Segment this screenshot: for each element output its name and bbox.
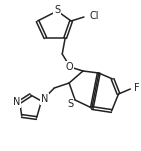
Text: F: F bbox=[134, 83, 140, 93]
Text: Cl: Cl bbox=[90, 11, 99, 21]
Text: S: S bbox=[54, 5, 60, 15]
Text: S: S bbox=[67, 99, 73, 109]
Text: O: O bbox=[65, 62, 73, 72]
Text: N: N bbox=[13, 97, 20, 107]
Text: N: N bbox=[41, 94, 48, 104]
